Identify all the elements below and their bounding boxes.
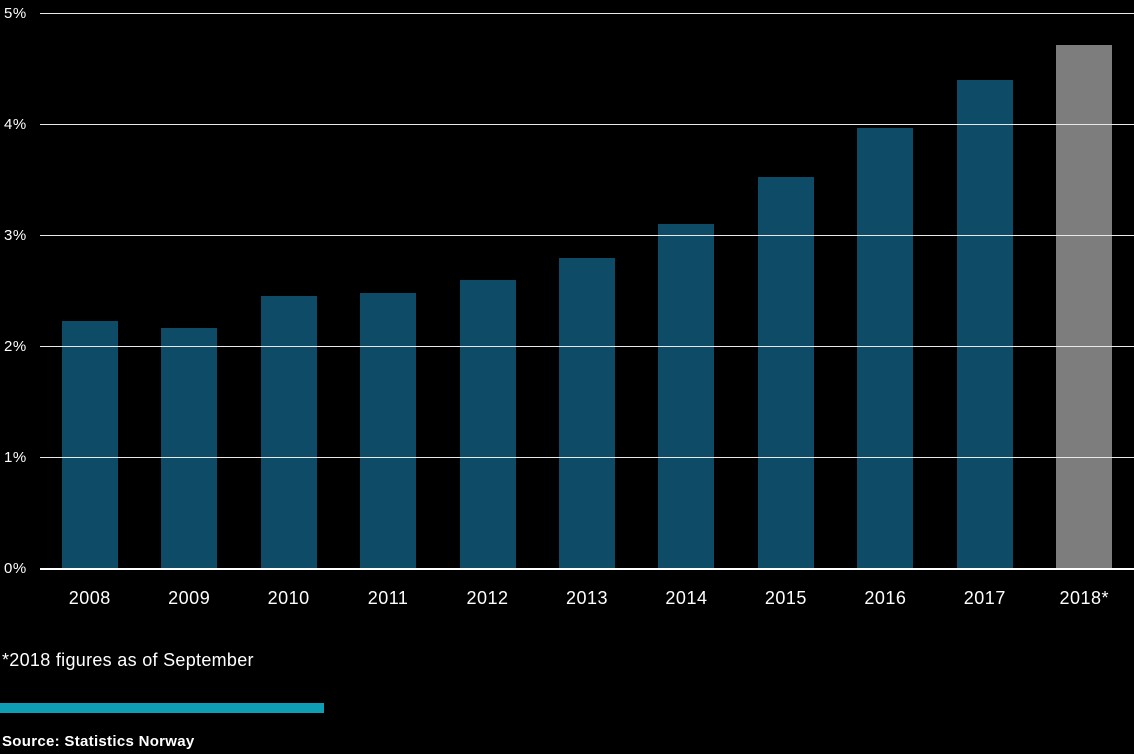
y-axis-label-0%: 0% (4, 560, 27, 577)
x-axis: 2008 2009 2010 2011 2012 2013 2014 2015 2016 2017… (40, 588, 1134, 609)
x-axis-label-2009: 2009 (168, 588, 211, 608)
x-axis-label-2012: 2012 (466, 588, 509, 608)
bar-2014 (658, 223, 715, 569)
x-axis-label-2008: 2008 (68, 588, 111, 608)
bar-2015 (757, 177, 814, 569)
bar-2012 (459, 280, 516, 569)
y-axis-label-2%: 2% (4, 338, 27, 355)
bar-2010 (260, 295, 317, 569)
gridline-3% (40, 235, 1134, 236)
x-axis-label-2018*: 2018* (1059, 588, 1110, 608)
x-axis-label-2010: 2010 (267, 588, 310, 608)
y-axis-label-5%: 5% (4, 5, 27, 22)
bar-slot-2011 (338, 14, 437, 569)
bar-2008 (61, 321, 118, 569)
x-axis-label-2011: 2011 (367, 588, 409, 608)
gridline-2% (40, 346, 1134, 347)
gridline-5% (40, 13, 1134, 14)
y-axis: 0% 1% 2% 3% 4% 5% (4, 6, 38, 577)
bar-2016 (857, 128, 914, 569)
bar-slot-2014 (637, 14, 736, 569)
gridline-0% (40, 568, 1134, 570)
bar-slot-2009 (139, 14, 238, 569)
bar-2011 (360, 292, 417, 569)
bar-2013 (558, 258, 615, 569)
bar-slot-2015 (736, 14, 835, 569)
y-axis-label-3%: 3% (4, 227, 27, 244)
plot-area (40, 13, 1134, 570)
bar-slot-2016 (836, 14, 935, 569)
x-axis-label-2015: 2015 (764, 588, 807, 608)
y-axis-label-1%: 1% (4, 449, 27, 466)
bars-container (40, 14, 1134, 569)
x-axis-label-2013: 2013 (565, 588, 609, 608)
chart-footnote: *2018 figures as of September (2, 650, 254, 670)
x-axis-label-2016: 2016 (864, 588, 907, 608)
x-axis-label-2017: 2017 (963, 588, 1006, 608)
bar-slot-2017 (935, 14, 1034, 569)
accent-divider (0, 703, 324, 713)
bar-2009 (161, 328, 218, 569)
bar-slot-2012 (438, 14, 537, 569)
bar-2017 (956, 79, 1013, 569)
source-credit: Source: Statistics Norway (2, 733, 195, 750)
gridline-4% (40, 124, 1134, 125)
y-axis-label-4%: 4% (4, 116, 27, 133)
gridline-1% (40, 457, 1134, 458)
bar-slot-2018* (1035, 14, 1134, 569)
bar-slot-2013 (537, 14, 636, 569)
bar-slot-2010 (239, 14, 338, 569)
bar-2018* (1056, 45, 1113, 569)
x-axis-label-2014: 2014 (665, 588, 708, 608)
bar-slot-2008 (40, 14, 139, 569)
